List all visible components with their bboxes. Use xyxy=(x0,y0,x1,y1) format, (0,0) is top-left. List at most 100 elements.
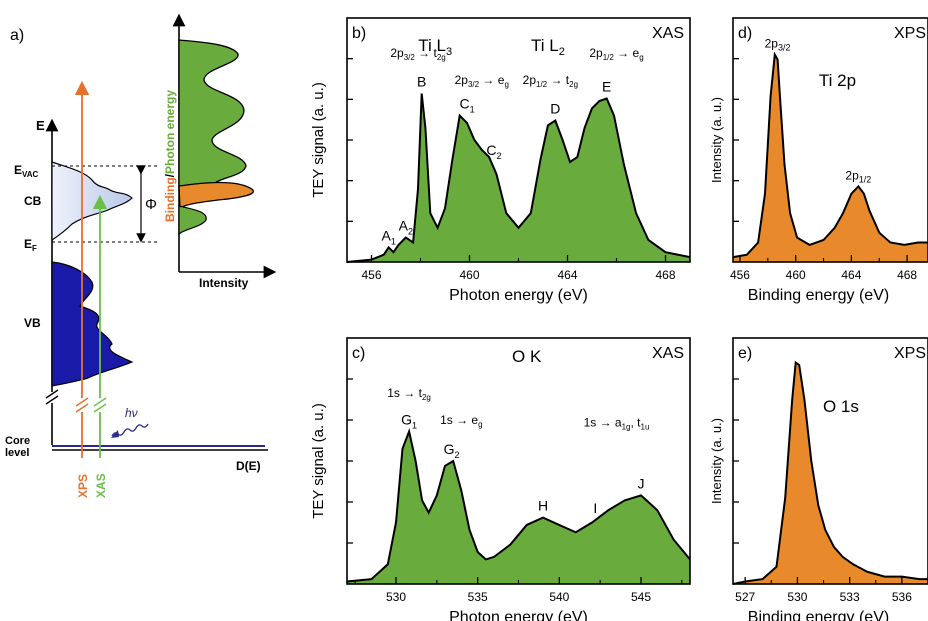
peak-label: B xyxy=(417,74,426,90)
x-tick-label: 535 xyxy=(468,590,488,604)
spectrum-line xyxy=(346,93,691,263)
x-tick-label: 533 xyxy=(840,590,860,604)
x-tick-label: 456 xyxy=(361,268,381,282)
x-axis-label: Photon energy (eV) xyxy=(449,609,588,621)
vb-density xyxy=(51,261,134,387)
x-tick-label: 540 xyxy=(549,590,569,604)
phi-label: Φ xyxy=(145,196,157,213)
edge-title: Ti 2p xyxy=(819,71,856,90)
inset-ylabel: Binding/Photon energy xyxy=(163,90,177,222)
x-tick-label: 530 xyxy=(787,590,807,604)
spectrum-line xyxy=(732,51,928,259)
cb-label: CB xyxy=(24,194,42,208)
panel-b-label: b) xyxy=(352,25,366,42)
ef-label: EF xyxy=(24,237,37,253)
panel-b: 456 460 464 468 Photon energy (eV) TEY signal… xyxy=(310,17,691,304)
cb-density xyxy=(51,161,133,242)
x-tick-label: 460 xyxy=(459,268,479,282)
technique-tag: XAS xyxy=(652,345,684,362)
x-axis-label: Binding energy (eV) xyxy=(748,609,889,621)
peak-label: C2 xyxy=(486,142,501,161)
x-axis-label: Photon energy (eV) xyxy=(449,287,588,304)
hv-label: hν xyxy=(125,406,138,420)
inset-xas-lower xyxy=(178,205,207,236)
spectrum-area xyxy=(733,362,928,584)
xas-label: XAS xyxy=(94,473,108,498)
peak-label: H xyxy=(538,498,548,514)
evac-label: EVAC xyxy=(14,163,39,179)
edge-title-l2: Ti L2 xyxy=(531,36,565,58)
x-tick-label: 460 xyxy=(786,268,806,282)
transition-label: 1s → a1g, t1u xyxy=(584,416,650,432)
xps-label: XPS xyxy=(76,474,90,498)
technique-tag: XPS xyxy=(894,345,926,362)
spectrum-line xyxy=(346,428,691,583)
peak-label: C1 xyxy=(459,96,474,115)
axis-break-mark xyxy=(45,395,59,405)
spectra-panels: 456 460 464 468 Photon energy (eV) TEY signal… xyxy=(310,17,928,621)
inset-xas-spectrum xyxy=(178,39,247,191)
peak-label: A1 xyxy=(381,227,395,246)
x-tick-label: 536 xyxy=(892,590,912,604)
panel-e-label: e) xyxy=(738,345,752,362)
peak-label: 2p3/2 xyxy=(765,37,791,53)
edge-title: O K xyxy=(512,347,542,366)
technique-tag: XAS xyxy=(652,25,684,42)
peak-label: D xyxy=(550,100,560,116)
technique-tag: XPS xyxy=(894,25,926,42)
core-label-2: level xyxy=(5,447,29,459)
edge-title: O 1s xyxy=(823,397,859,416)
edge-title-l3: Ti L3 xyxy=(418,36,452,58)
panel-d-label: d) xyxy=(738,25,752,42)
x-tick-label: 527 xyxy=(735,590,755,604)
panel-d: 456 460 464 468 Binding energy (eV) Intensity… xyxy=(709,17,928,304)
peak-label: E xyxy=(602,79,611,95)
transition-label: 2p3/2 → t2g xyxy=(390,46,445,62)
x-tick-label: 530 xyxy=(386,590,406,604)
x-tick-label: 468 xyxy=(655,268,675,282)
peak-label: A2 xyxy=(399,218,413,237)
xas-break xyxy=(93,403,107,413)
inset-xlabel: Intensity xyxy=(199,276,249,290)
y-axis-label: Intensity (a. u.) xyxy=(709,418,724,504)
vb-label: VB xyxy=(24,316,41,330)
xas-break xyxy=(93,397,107,407)
spectrum-area xyxy=(347,93,690,262)
x-tick-label: 464 xyxy=(841,268,861,282)
transition-label: 1s → eg xyxy=(440,413,482,429)
spectrum-area xyxy=(347,431,690,584)
xps-break xyxy=(75,403,89,413)
transition-label: 2p1/2 → eg xyxy=(589,46,643,62)
peak-label: 2p1/2 xyxy=(845,168,871,184)
xps-break xyxy=(75,397,89,407)
e-axis-label: E xyxy=(36,118,45,133)
x-tick-label: 468 xyxy=(897,268,917,282)
x-tick-label: 464 xyxy=(557,268,577,282)
photon-arrowhead xyxy=(111,430,119,438)
panel-a: a) E D(E) Core level EVAC EF CB VB Φ xyxy=(5,13,277,498)
transition-label: 1s → t2g xyxy=(387,386,431,402)
transition-label: 2p1/2 → t2g xyxy=(523,73,578,89)
y-axis-label: TEY signal (a. u.) xyxy=(310,82,327,198)
inset-xps-spectrum xyxy=(178,181,254,210)
peak-label: I xyxy=(593,500,597,516)
spectrum-area xyxy=(733,54,928,262)
peak-label: G2 xyxy=(444,441,460,460)
spectrum-line xyxy=(732,360,928,585)
panel-a-label: a) xyxy=(10,27,24,44)
x-tick-label: 545 xyxy=(631,590,651,604)
y-axis-label: Intensity (a. u.) xyxy=(709,97,724,183)
transition-label: 2p3/2 → eg xyxy=(455,73,509,89)
axis-break-mark xyxy=(45,389,59,399)
panel-c-label: c) xyxy=(352,345,365,362)
peak-label: G1 xyxy=(401,411,417,430)
x-axis-label: Binding energy (eV) xyxy=(748,287,889,304)
y-axis-label: TEY signal (a. u.) xyxy=(310,403,327,519)
x-tick-label: 456 xyxy=(730,268,750,282)
de-axis-label: D(E) xyxy=(236,459,261,473)
inset: Intensity Binding/Photon energy xyxy=(163,13,277,290)
core-label-1: Core xyxy=(5,435,30,447)
panel-c: 530 535 540 545 Photon energy (eV) TEY signal… xyxy=(310,337,691,621)
